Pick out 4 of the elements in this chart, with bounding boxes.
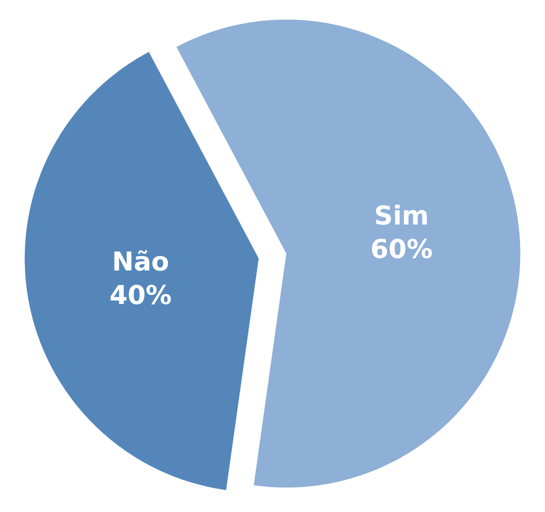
slice-label: Sim [374, 201, 429, 232]
data-label: 60% [370, 235, 433, 266]
slice-label: Não [112, 247, 170, 278]
data-label: 40% [109, 281, 172, 312]
